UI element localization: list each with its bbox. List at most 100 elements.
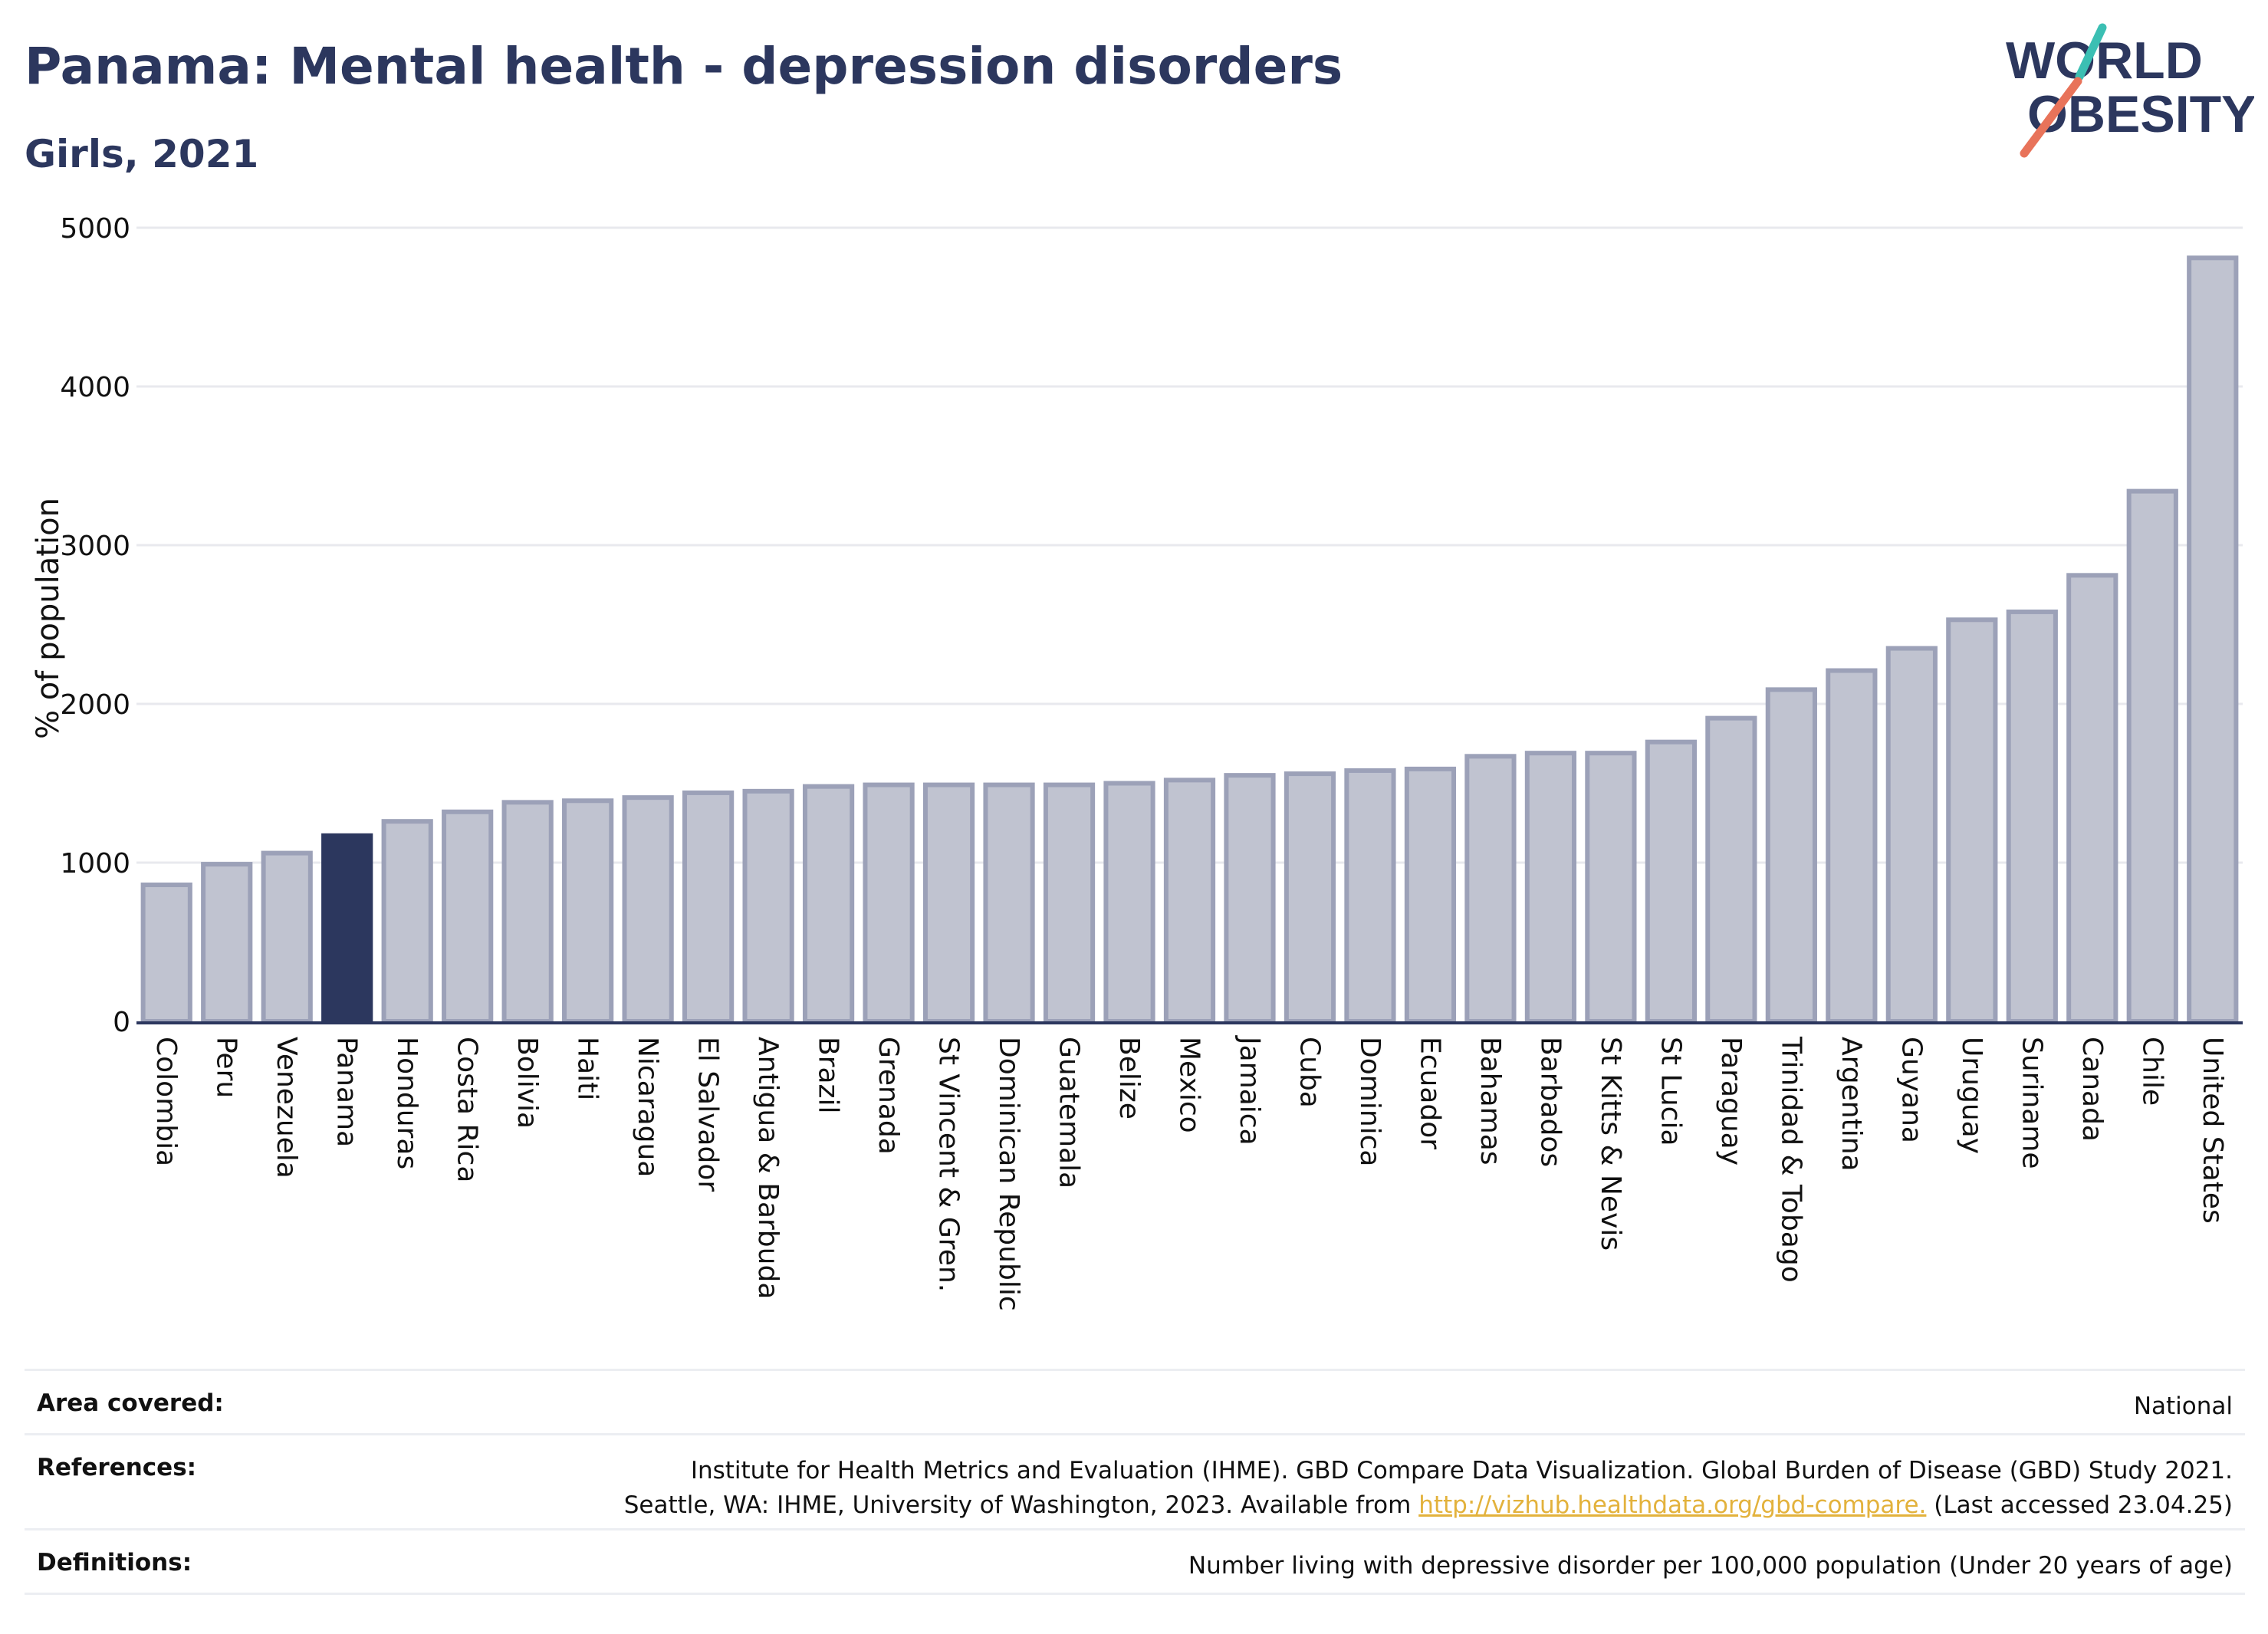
bar-suriname: [2006, 609, 2058, 1024]
bar-guyana: [1885, 646, 1938, 1024]
references-line-2-suffix: (Last accessed 23.04.25): [1926, 1491, 2233, 1519]
x-tick-label: Peru: [211, 1037, 242, 1098]
x-tick-label: Guyana: [1895, 1037, 1927, 1143]
references-value: Institute for Health Metrics and Evaluat…: [624, 1454, 2233, 1523]
definitions-value: Number living with depressive disorder p…: [1188, 1552, 2233, 1580]
bar-st-lucia: [1645, 739, 1697, 1024]
definitions-label: Definitions:: [37, 1549, 192, 1576]
bar-dominican-republic: [983, 782, 1035, 1024]
bar-peru: [201, 862, 253, 1024]
references-label: References:: [37, 1454, 197, 1481]
bars: [140, 255, 2239, 1024]
y-tick-label: 4000: [60, 372, 130, 403]
x-tick-label: Ecuador: [1414, 1037, 1445, 1149]
bar-brazil: [802, 784, 855, 1024]
references-line-1: Institute for Health Metrics and Evaluat…: [690, 1457, 2233, 1484]
x-tick-label: Canada: [2076, 1037, 2108, 1142]
bar-bahamas: [1464, 754, 1517, 1024]
bar-colombia: [140, 882, 192, 1024]
footer-references-row: References: Institute for Health Metrics…: [25, 1433, 2245, 1528]
x-tick-label: Uruguay: [1956, 1037, 1987, 1154]
bar-united-states: [2187, 255, 2239, 1024]
references-line-2-prefix: Seattle, WA: IHME, University of Washing…: [623, 1491, 1419, 1519]
y-tick-label: 0: [113, 1007, 130, 1038]
x-axis-labels: Colombia Peru Venezuela Panama Honduras Costa…: [150, 1035, 2228, 1311]
chart-title: Panama: Mental health - depression disor…: [25, 37, 1343, 96]
y-tick-label: 1000: [60, 848, 130, 879]
x-tick-label: St Kitts & Nevis: [1595, 1037, 1626, 1251]
x-tick-label: Cuba: [1293, 1037, 1325, 1108]
x-tick-label: Venezuela: [271, 1037, 302, 1179]
x-tick-label: Dominica: [1354, 1037, 1385, 1167]
y-tick-label: 5000: [60, 213, 130, 245]
x-tick-label: Nicaragua: [632, 1037, 663, 1177]
x-tick-label: Colombia: [150, 1037, 182, 1166]
y-tick-label: 2000: [60, 689, 130, 721]
x-tick-label: Haiti: [572, 1037, 603, 1100]
bar-grenada: [863, 782, 915, 1024]
bar-barbados: [1524, 751, 1577, 1024]
x-tick-label: Costa Rica: [452, 1037, 483, 1182]
bar-panama: [321, 833, 373, 1024]
bar-st-kitts-nevis: [1585, 751, 1637, 1024]
bar-belize: [1103, 781, 1155, 1024]
x-tick-label: Guatemala: [1053, 1037, 1085, 1189]
bar-trinidad-tobago: [1765, 687, 1817, 1024]
chart-subtitle: Girls, 2021: [25, 132, 259, 176]
y-tick-label: 3000: [60, 531, 130, 562]
bar-paraguay: [1705, 715, 1757, 1024]
x-tick-label: St Lucia: [1655, 1037, 1686, 1146]
bar-chart: 0 1000 2000 3000 4000 5000 Colombia Peru Venezu…: [31, 213, 2243, 1311]
bar-venezuela: [261, 850, 313, 1024]
x-tick-label: Panama: [331, 1037, 363, 1147]
x-tick-label: Grenada: [873, 1037, 904, 1155]
footer-definitions-row: Definitions: Number living with depressi…: [25, 1528, 2245, 1593]
x-tick-label: Dominican Republic: [993, 1037, 1024, 1311]
y-axis-ticks: 0 1000 2000 3000 4000 5000: [60, 213, 130, 1038]
bar-ecuador: [1404, 766, 1457, 1024]
x-tick-label: Antigua & Barbuda: [752, 1037, 784, 1299]
bar-mexico: [1163, 778, 1216, 1024]
x-tick-label: Belize: [1113, 1037, 1145, 1119]
logo-word-world: WORLD: [2006, 31, 2203, 90]
bar-st-vincent-gren-: [922, 782, 975, 1024]
x-tick-label: Chile: [2136, 1037, 2168, 1106]
bar-chile: [2126, 488, 2178, 1024]
x-tick-label: Honduras: [391, 1037, 422, 1169]
x-tick-label: Brazil: [813, 1037, 844, 1113]
logo-slash-coral: [2020, 77, 2082, 158]
x-tick-label: Suriname: [2016, 1037, 2047, 1169]
x-tick-label: El Salvador: [692, 1037, 724, 1192]
logo-slash-teal: [2075, 23, 2107, 81]
area-covered-label: Area covered:: [37, 1389, 224, 1417]
x-tick-label: Barbados: [1534, 1037, 1566, 1167]
x-tick-label: Mexico: [1174, 1037, 1205, 1133]
bar-costa-rica: [442, 809, 494, 1024]
references-link[interactable]: http://vizhub.healthdata.org/gbd-compare…: [1418, 1491, 1927, 1519]
y-axis-label: % of population: [31, 498, 66, 739]
x-tick-label: United States: [2197, 1037, 2228, 1224]
footer-area-row: Area covered: National: [25, 1369, 2245, 1433]
bar-haiti: [562, 798, 614, 1024]
bar-canada: [2066, 573, 2118, 1024]
x-tick-label: Paraguay: [1715, 1037, 1747, 1165]
footer-divider: [25, 1593, 2245, 1595]
x-tick-label: Bolivia: [511, 1037, 543, 1129]
bar-dominica: [1344, 768, 1396, 1024]
x-tick-label: Bahamas: [1474, 1037, 1506, 1165]
bar-nicaragua: [622, 795, 674, 1024]
bar-uruguay: [1946, 617, 1998, 1024]
x-tick-label: Trinidad & Tobago: [1775, 1036, 1806, 1283]
bar-jamaica: [1224, 773, 1276, 1024]
bar-argentina: [1826, 668, 1878, 1024]
area-covered-value: National: [2133, 1392, 2233, 1420]
x-tick-label: Argentina: [1836, 1037, 1867, 1172]
bar-honduras: [381, 819, 433, 1024]
chart-footer: Area covered: National References: Insti…: [25, 1369, 2245, 1595]
bar-cuba: [1284, 771, 1336, 1024]
x-tick-label: Jamaica: [1234, 1035, 1265, 1146]
bar-bolivia: [501, 800, 554, 1024]
bar-el-salvador: [682, 790, 735, 1024]
bar-antigua-barbuda: [742, 788, 794, 1024]
bar-guatemala: [1043, 782, 1096, 1024]
